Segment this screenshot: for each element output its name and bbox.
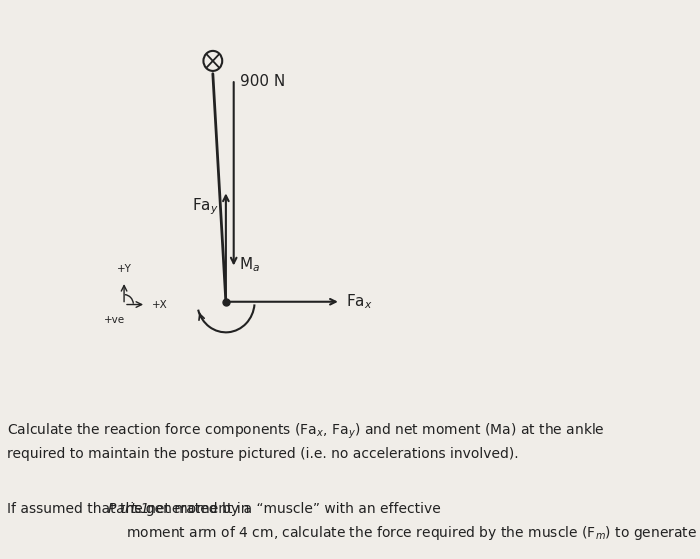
Text: +ve: +ve (104, 315, 125, 325)
Text: Fa$_y$: Fa$_y$ (192, 196, 218, 217)
Text: Part 1: Part 1 (108, 502, 149, 516)
Text: Fa$_x$: Fa$_x$ (346, 292, 372, 311)
Text: is generated by a “muscle” with an effective
moment arm of 4 cm, calculate the f: is generated by a “muscle” with an effec… (125, 502, 700, 542)
Text: M$_a$: M$_a$ (239, 255, 260, 274)
Text: +X: +X (153, 300, 168, 310)
Text: Calculate the reaction force components (Fa$_x$, Fa$_y$) and net moment (Ma) at : Calculate the reaction force components … (6, 421, 604, 461)
Text: +Y: +Y (117, 264, 132, 274)
Text: 900 N: 900 N (240, 74, 285, 89)
Text: If assumed that the net moment in: If assumed that the net moment in (6, 502, 253, 516)
